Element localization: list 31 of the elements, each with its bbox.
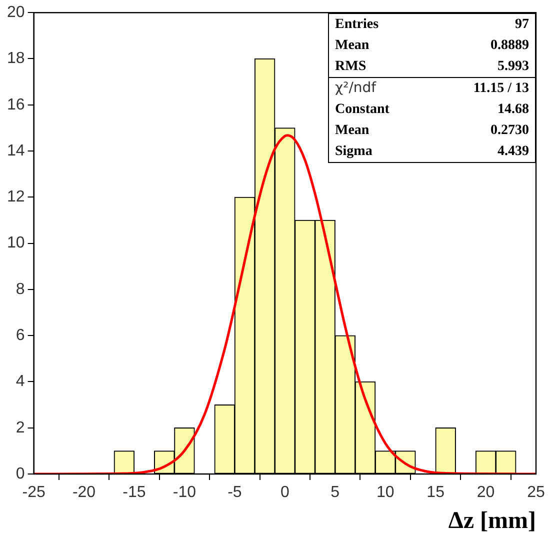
- x-tick-label: 10: [376, 484, 394, 502]
- x-axis-title: Δz [mm]: [448, 508, 536, 534]
- y-tick-label: 2: [16, 419, 25, 436]
- text: Constant 14.68: [335, 102, 529, 117]
- text: Entries 97: [335, 17, 529, 32]
- text: Sigma 4.439: [335, 144, 529, 159]
- line-series: [34, 134, 536, 474]
- y-tick-label: 8: [16, 280, 25, 298]
- x-tick-label: 20: [476, 484, 495, 502]
- x-tick-label: -10: [172, 484, 196, 502]
- text: RMS 5.993: [335, 59, 529, 74]
- y-tick-label: 20: [7, 4, 25, 22]
- y-tick-label: 18: [7, 50, 25, 68]
- x-tick-label: -25: [22, 484, 46, 502]
- text: χ²/ndf 11.15 / 13: [335, 80, 529, 96]
- y-tick-label: 10: [7, 234, 25, 252]
- text: Mean 0.2730: [335, 123, 529, 138]
- x-tick-label: 15: [426, 484, 445, 502]
- text: Mean 0.8889: [335, 38, 529, 53]
- y-tick-label: 12: [7, 188, 25, 206]
- x-tick-label: 5: [330, 484, 340, 502]
- x-tick-label: 0: [280, 484, 290, 502]
- y-tick-label: 6: [16, 326, 25, 344]
- x-tick-label: -20: [72, 484, 96, 502]
- y-tick-label: 14: [7, 142, 25, 160]
- y-tick-label: 0: [16, 465, 25, 482]
- y-tick-label: 16: [7, 96, 25, 114]
- x-tick-label: -5: [228, 484, 242, 502]
- y-tick-label: 4: [16, 373, 25, 390]
- x-tick-label: -15: [122, 484, 146, 502]
- x-tick-label: 25: [527, 484, 545, 502]
